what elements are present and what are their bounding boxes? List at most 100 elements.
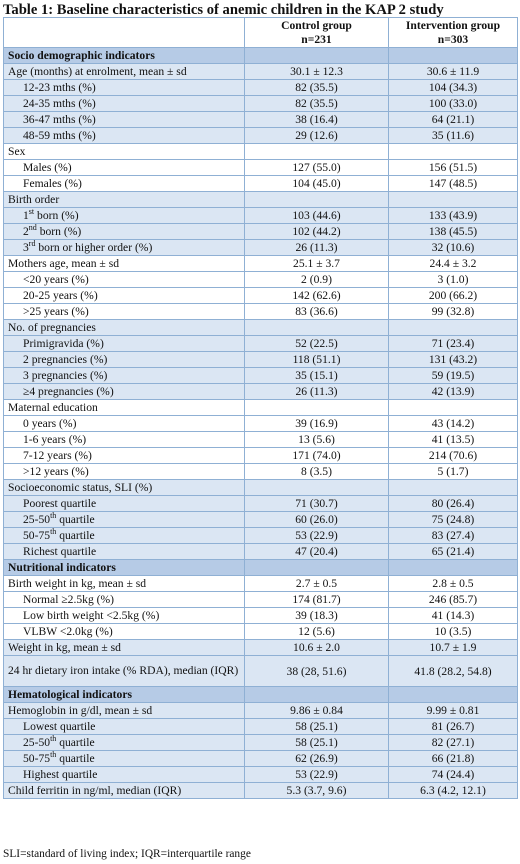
row-label-text: Sex xyxy=(8,145,26,158)
row-label: Weight in kg, mean ± sd xyxy=(3,639,245,656)
table-row: Highest quartile 53 (22.9) 74 (24.4) xyxy=(3,766,518,783)
row-label-text: Richest quartile xyxy=(23,545,97,558)
section-header-row: Hematological indicators xyxy=(3,686,518,703)
table-title: Table 1: Baseline characteristics of ane… xyxy=(3,2,444,18)
row-label-text: Highest quartile xyxy=(23,768,98,781)
table-row: Birth weight in kg, mean ± sd 2.7 ± 0.5 2.… xyxy=(3,575,518,592)
control-group-value: 10.6 ± 2.0 xyxy=(244,639,389,656)
control-group-value: 52 (22.5) xyxy=(244,335,389,352)
row-label-text: 24-35 mths (%) xyxy=(23,97,96,110)
row-label-superscript: st xyxy=(28,207,35,217)
intervention-group-value: 71 (23.4) xyxy=(388,335,518,352)
table-row: Lowest quartile 58 (25.1) 81 (26.7) xyxy=(3,718,518,735)
intervention-group-value: 200 (66.2) xyxy=(388,287,518,304)
row-label: No. of pregnancies xyxy=(3,319,245,336)
row-label: Hematological indicators xyxy=(3,686,245,703)
row-label-text: Age (months) at enrolment, mean ± sd xyxy=(8,65,187,78)
row-label-superscript: rd xyxy=(28,239,36,249)
row-label: >25 years (%) xyxy=(3,303,245,320)
row-label: 36-47 mths (%) xyxy=(3,111,245,128)
control-group-value: 82 (35.5) xyxy=(244,79,389,96)
table-row: 24-35 mths (%) 82 (35.5) 100 (33.0) xyxy=(3,95,518,112)
table-row: Males (%) 127 (55.0) 156 (51.5) xyxy=(3,159,518,176)
row-label-text: Hemoglobin in g/dl, mean ± sd xyxy=(8,704,153,717)
row-label: Poorest quartile xyxy=(3,495,245,512)
table-row: Age (months) at enrolment, mean ± sd 30.1… xyxy=(3,63,518,80)
intervention-group-value: 6.3 (4.2, 12.1) xyxy=(388,782,518,799)
table-row: >25 years (%) 83 (36.6) 99 (32.8) xyxy=(3,303,518,320)
row-label-suffix: born (%) xyxy=(34,209,79,222)
control-group-value xyxy=(244,559,389,576)
intervention-group-value xyxy=(388,143,518,160)
row-label-text: 50-75 xyxy=(23,752,51,765)
row-label: 24-35 mths (%) xyxy=(3,95,245,112)
row-label-text: Primigravida (%) xyxy=(23,337,104,350)
table-row: 20-25 years (%) 142 (62.6) 200 (66.2) xyxy=(3,287,518,304)
row-label-text: Normal ≥2.5kg (%) xyxy=(23,593,115,606)
intervention-group-value xyxy=(388,559,518,576)
control-group-value: 103 (44.6) xyxy=(244,207,389,224)
intervention-group-value: 75 (24.8) xyxy=(388,511,518,528)
row-label: <20 years (%) xyxy=(3,271,245,288)
control-group-value: 35 (15.1) xyxy=(244,367,389,384)
table-row: 1st born (%) 103 (44.6) 133 (43.9) xyxy=(3,207,518,224)
intervention-group-value: 65 (21.4) xyxy=(388,543,518,560)
table-row: No. of pregnancies xyxy=(3,319,518,336)
row-label-text: 24 hr dietary iron intake (% RDA), media… xyxy=(8,664,239,678)
header-label-cell xyxy=(3,17,245,48)
row-label: Highest quartile xyxy=(3,766,245,783)
row-label-text: Hematological indicators xyxy=(8,688,132,701)
intervention-group-value: 43 (14.2) xyxy=(388,415,518,432)
row-label: 0 years (%) xyxy=(3,415,245,432)
row-label-text: VLBW <2.0kg (%) xyxy=(23,625,113,638)
row-label-text: 1-6 years (%) xyxy=(23,433,87,446)
control-group-value: 8 (3.5) xyxy=(244,463,389,480)
intervention-group-value: 80 (26.4) xyxy=(388,495,518,512)
control-group-value: 29 (12.6) xyxy=(244,127,389,144)
intervention-group-value: 5 (1.7) xyxy=(388,463,518,480)
row-label: Sex xyxy=(3,143,245,160)
control-group-value xyxy=(244,319,389,336)
control-group-value: 127 (55.0) xyxy=(244,159,389,176)
control-group-value: 58 (25.1) xyxy=(244,718,389,735)
row-label: Child ferritin in ng/ml, median (IQR) xyxy=(3,782,245,799)
control-group-value: 39 (16.9) xyxy=(244,415,389,432)
row-label-text: Poorest quartile xyxy=(23,497,97,510)
control-group-value: 47 (20.4) xyxy=(244,543,389,560)
header-intervention-n: n=303 xyxy=(437,32,469,46)
row-label: 25-50th quartile xyxy=(3,734,245,751)
row-label: Mothers age, mean ± sd xyxy=(3,255,245,272)
row-label: Hemoglobin in g/dl, mean ± sd xyxy=(3,702,245,719)
intervention-group-value: 214 (70.6) xyxy=(388,447,518,464)
header-intervention-title: Intervention group xyxy=(405,19,501,32)
intervention-group-value: 35 (11.6) xyxy=(388,127,518,144)
row-label-text: 7-12 years (%) xyxy=(23,449,92,462)
row-label-text: 25-50 xyxy=(23,736,51,749)
intervention-group-value: 104 (34.3) xyxy=(388,79,518,96)
intervention-group-value: 10.7 ± 1.9 xyxy=(388,639,518,656)
row-label: 1-6 years (%) xyxy=(3,431,245,448)
control-group-value: 62 (26.9) xyxy=(244,750,389,767)
row-label-text: 0 years (%) xyxy=(23,417,77,430)
control-group-value: 13 (5.6) xyxy=(244,431,389,448)
row-label: Socioeconomic status, SLI (%) xyxy=(3,479,245,496)
control-group-value: 142 (62.6) xyxy=(244,287,389,304)
row-label-suffix: quartile xyxy=(56,529,95,542)
table-row: 3rd born or higher order (%) 26 (11.3) 32 … xyxy=(3,239,518,256)
row-label: Nutritional indicators xyxy=(3,559,245,576)
table-row: 25-50th quartile 60 (26.0) 75 (24.8) xyxy=(3,511,518,528)
row-label: 2 pregnancies (%) xyxy=(3,351,245,368)
row-label: Normal ≥2.5kg (%) xyxy=(3,591,245,608)
row-label-superscript: th xyxy=(50,527,57,537)
control-group-value: 38 (16.4) xyxy=(244,111,389,128)
section-header-row: Nutritional indicators xyxy=(3,559,518,576)
table-row: Maternal education xyxy=(3,399,518,416)
row-label: 50-75th quartile xyxy=(3,527,245,544)
intervention-group-value: 3 (1.0) xyxy=(388,271,518,288)
intervention-group-value: 82 (27.1) xyxy=(388,734,518,751)
row-label-text: Birth weight in kg, mean ± sd xyxy=(8,577,147,590)
table-row: Normal ≥2.5kg (%) 174 (81.7) 246 (85.7) xyxy=(3,591,518,608)
control-group-value: 2 (0.9) xyxy=(244,271,389,288)
control-group-value: 82 (35.5) xyxy=(244,95,389,112)
intervention-group-value xyxy=(388,686,518,703)
